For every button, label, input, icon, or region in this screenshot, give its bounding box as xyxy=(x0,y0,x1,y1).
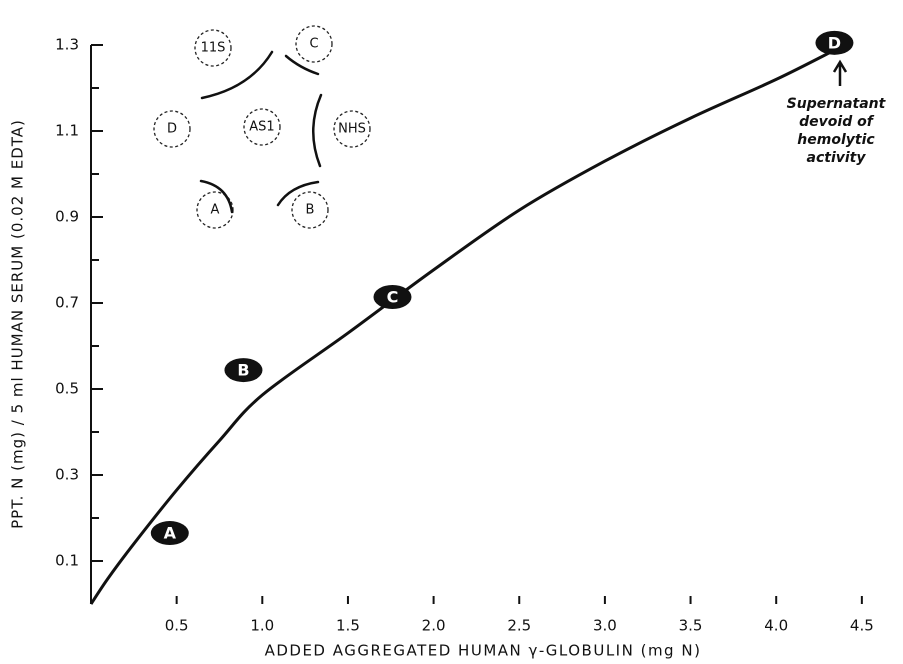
well xyxy=(196,191,234,229)
well-label: B xyxy=(306,203,315,218)
x-tick-label: 3.5 xyxy=(679,617,703,635)
data-point xyxy=(224,358,263,383)
y-tick-label: 0.9 xyxy=(55,208,79,226)
well xyxy=(295,25,333,63)
curve xyxy=(89,47,837,605)
data-point xyxy=(815,30,854,55)
x-tick-label: 1.5 xyxy=(336,617,360,635)
annotation-text: Supernatant xyxy=(787,96,887,112)
well-label: D xyxy=(167,122,177,137)
well-label: AS1 xyxy=(249,120,274,135)
y-tick-label: 0.5 xyxy=(55,380,79,398)
annotation: Supernatant devoid of hemolytic activity xyxy=(787,59,887,166)
arrow xyxy=(832,59,848,86)
well xyxy=(291,191,329,229)
well xyxy=(153,110,191,148)
y-tick-label: 1.3 xyxy=(55,36,79,54)
annotation-text: activity xyxy=(807,150,867,166)
x-tick-label: 4.5 xyxy=(850,617,874,635)
x-tick-label: 2.0 xyxy=(422,617,446,635)
data-point xyxy=(373,284,412,309)
point-label: B xyxy=(237,361,249,380)
precipitin-arc xyxy=(276,180,320,207)
y-tick-label: 0.7 xyxy=(55,294,79,312)
well-label: 11S xyxy=(201,41,226,56)
point-label: A xyxy=(164,524,177,543)
x-axis-label: ADDED AGGREGATED HUMAN γ-GLOBULIN (mg N) xyxy=(265,642,702,660)
well-label: A xyxy=(211,203,220,218)
precipitin-arc xyxy=(312,93,323,168)
x-tick-label: 2.5 xyxy=(507,617,531,635)
well xyxy=(243,108,281,146)
point-label: D xyxy=(828,33,841,52)
well xyxy=(333,110,371,148)
well-label: NHS xyxy=(338,122,366,137)
y-tick-label: 0.3 xyxy=(55,466,79,484)
point-label: C xyxy=(387,287,399,306)
inset-diagram: 11S C D AS1 NHS A B xyxy=(153,25,371,229)
x-tick-label: 3.0 xyxy=(593,617,617,635)
annotation-text: devoid of xyxy=(799,114,875,130)
y-tick-label: 1.1 xyxy=(55,122,79,140)
data-point xyxy=(150,521,189,546)
y-axis-label: PPT. N (mg) / 5 ml HUMAN SERUM (0.02 M E… xyxy=(9,119,27,529)
x-tick-label: 0.5 xyxy=(165,617,189,635)
precipitin-arc xyxy=(284,54,320,76)
well xyxy=(194,29,232,67)
well-label: C xyxy=(309,37,318,52)
x-tick-label: 4.0 xyxy=(764,617,788,635)
annotation-text: hemolytic xyxy=(797,132,875,148)
precipitin-arc xyxy=(200,50,274,100)
y-tick-label: 0.1 xyxy=(55,552,79,570)
precipitin-arc xyxy=(199,179,234,214)
x-tick-label: 1.0 xyxy=(250,617,274,635)
